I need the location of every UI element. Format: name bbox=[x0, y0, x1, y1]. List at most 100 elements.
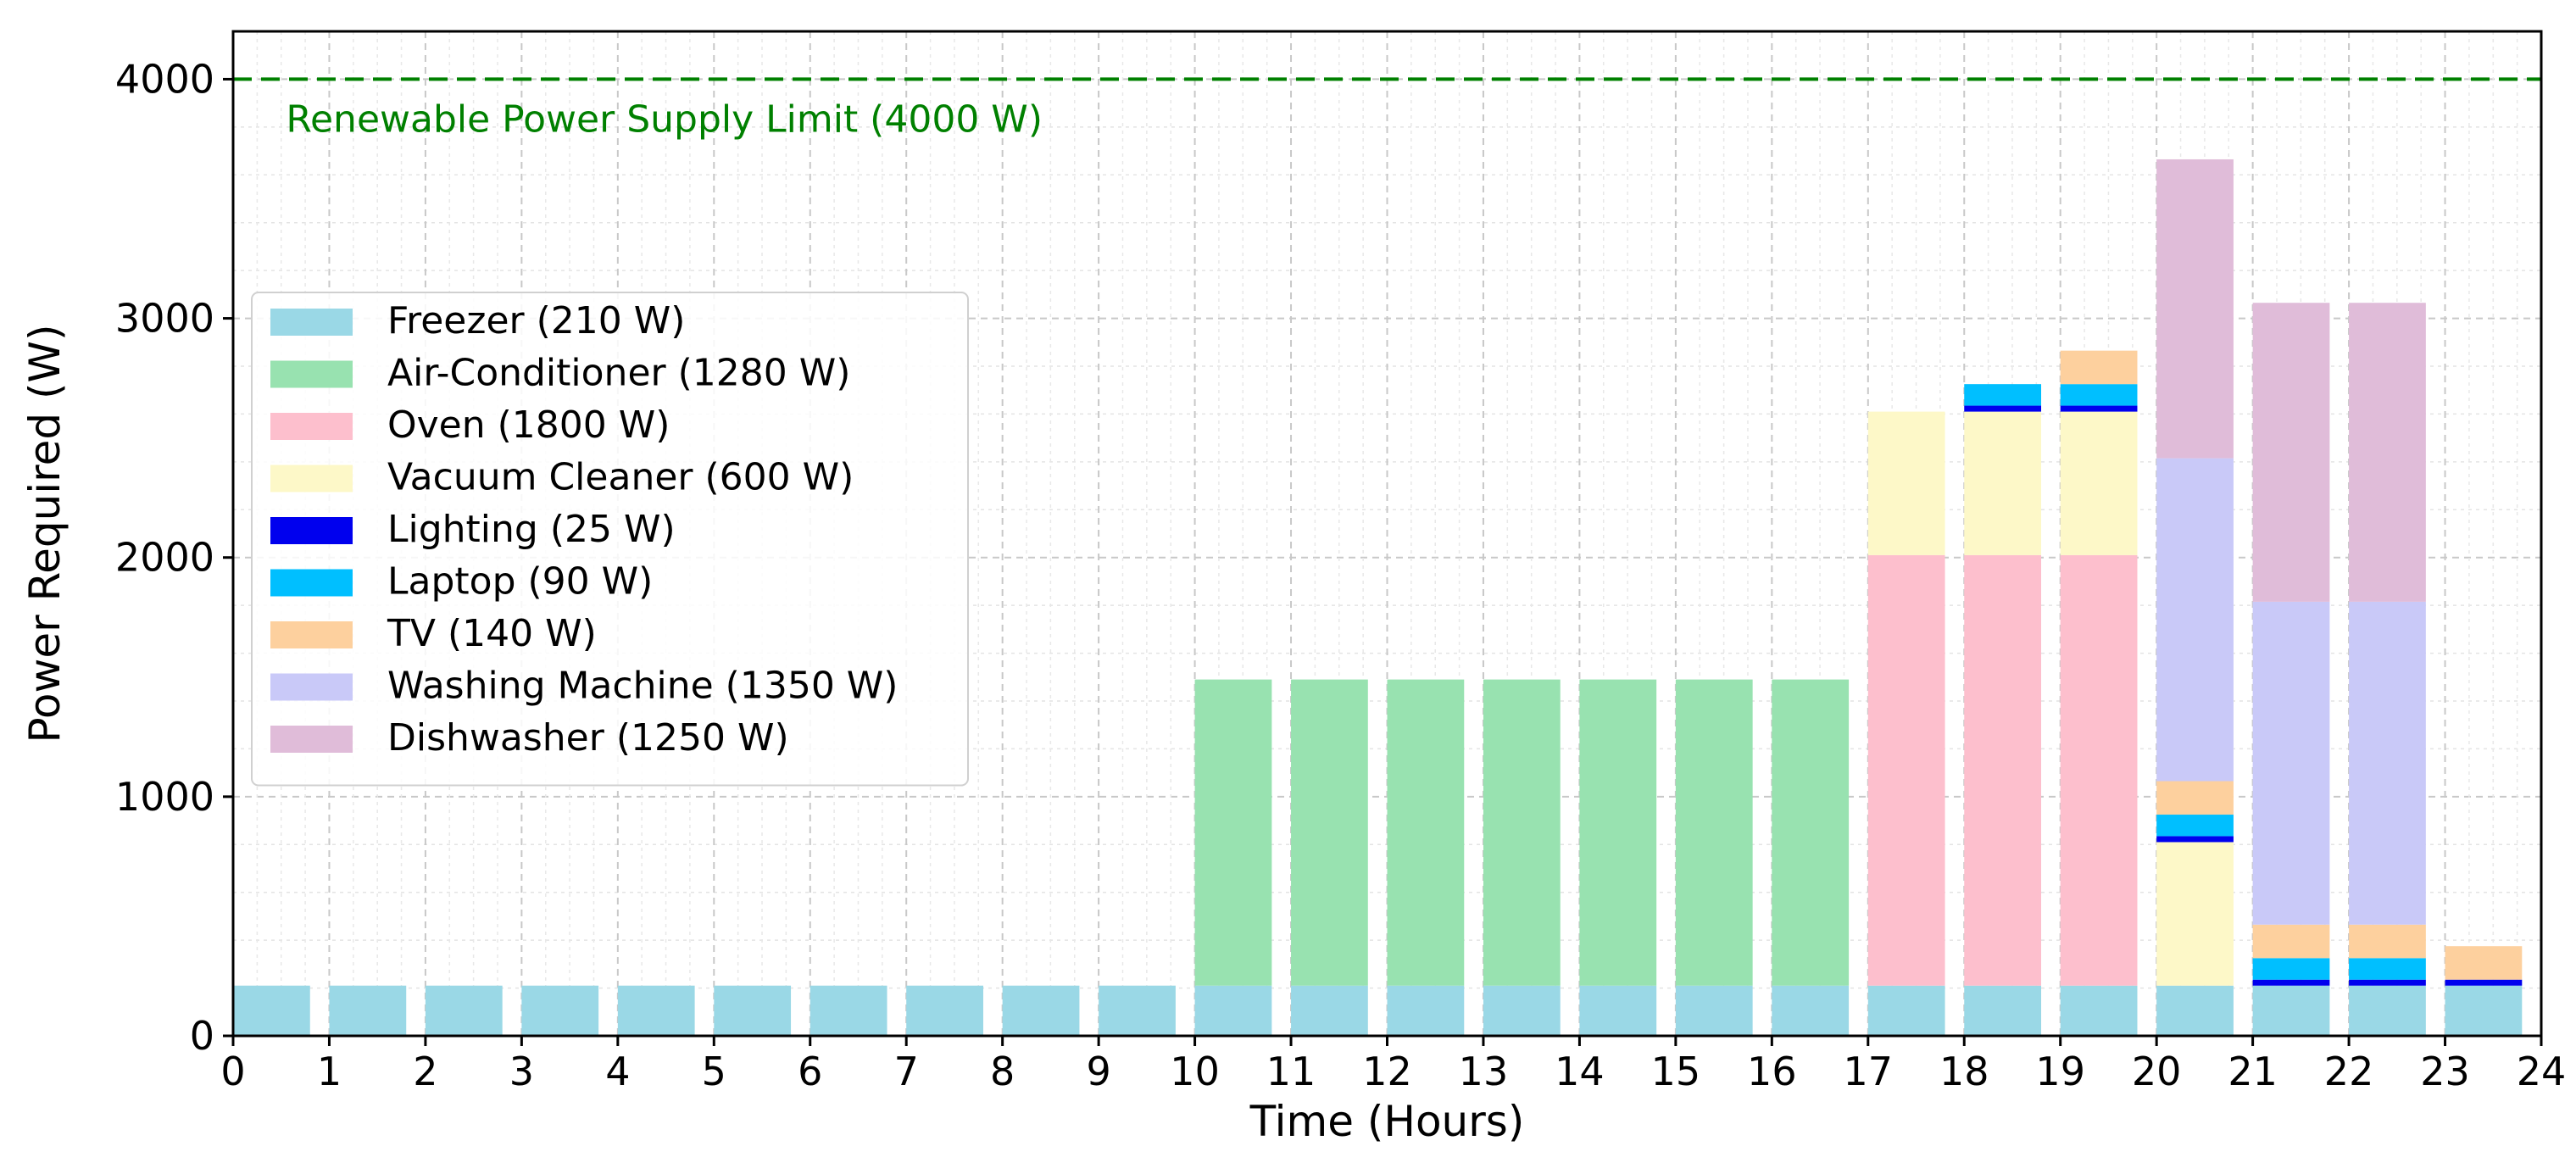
bar-segment bbox=[1291, 985, 1368, 1036]
bar-segment bbox=[906, 985, 983, 1036]
bar-segment bbox=[2349, 924, 2426, 959]
bar-segment bbox=[1772, 985, 1850, 1036]
x-tick-label: 3 bbox=[509, 1049, 534, 1094]
bar-segment bbox=[714, 985, 792, 1036]
x-tick-label: 12 bbox=[1362, 1049, 1412, 1094]
bar-segment bbox=[1483, 985, 1561, 1036]
x-tick-label: 9 bbox=[1086, 1049, 1110, 1094]
bar-segment bbox=[1964, 554, 2042, 986]
bar-segment bbox=[2156, 985, 2234, 1036]
x-axis-label: Time (Hours) bbox=[1249, 1097, 1525, 1146]
legend-swatch bbox=[270, 569, 353, 597]
bar-segment bbox=[2445, 985, 2523, 1036]
x-tick-label: 7 bbox=[894, 1049, 919, 1094]
bar-segment bbox=[233, 985, 310, 1036]
bar-segment bbox=[2349, 979, 2426, 986]
axis-ticks: 0 1 2 3 4 5 6 7 8 9 10 11 12 13 14 15 16 17 18 19 20 21 22 23 24… bbox=[115, 56, 2566, 1094]
bar-segment bbox=[1867, 554, 1945, 986]
legend-label: Dishwasher (1250 W) bbox=[387, 716, 789, 760]
legend: Freezer (210 W) Air-Conditioner (1280 W) O… bbox=[251, 292, 969, 787]
y-tick-label: 1000 bbox=[115, 774, 214, 820]
bar-segment bbox=[2349, 958, 2426, 980]
bar-segment bbox=[1194, 679, 1272, 986]
bar-segment bbox=[1194, 985, 1272, 1036]
bar-segment bbox=[2445, 946, 2523, 980]
bar-segment bbox=[329, 985, 407, 1036]
legend-label: Laptop (90 W) bbox=[387, 560, 653, 604]
x-tick-label: 21 bbox=[2228, 1049, 2278, 1094]
x-tick-label: 18 bbox=[1939, 1049, 1989, 1094]
x-tick-label: 11 bbox=[1266, 1049, 1316, 1094]
legend-swatch bbox=[270, 726, 353, 753]
bar-segment bbox=[2060, 985, 2138, 1036]
bar-segment bbox=[1772, 679, 1850, 986]
limit-annotation: Renewable Power Supply Limit (4000 W) bbox=[233, 77, 2541, 141]
bar-segment bbox=[1964, 384, 2042, 406]
bar-segment bbox=[1002, 985, 1080, 1036]
x-tick-label: 19 bbox=[2035, 1049, 2085, 1094]
x-tick-label: 8 bbox=[990, 1049, 1015, 1094]
legend-swatch bbox=[270, 465, 353, 492]
legend-label: Oven (1800 W) bbox=[387, 403, 670, 447]
x-tick-label: 16 bbox=[1747, 1049, 1797, 1094]
bar-segment bbox=[1099, 985, 1176, 1036]
x-tick-label: 23 bbox=[2420, 1049, 2470, 1094]
bar-segment bbox=[425, 985, 503, 1036]
legend-label: Freezer (210 W) bbox=[387, 299, 685, 342]
x-tick-label: 1 bbox=[317, 1049, 342, 1094]
bar-segment bbox=[2156, 458, 2234, 782]
legend-swatch bbox=[270, 621, 353, 648]
y-axis-label: Power Required (W) bbox=[20, 325, 70, 743]
x-tick-label: 2 bbox=[413, 1049, 437, 1094]
x-tick-label: 22 bbox=[2324, 1049, 2374, 1094]
legend-swatch bbox=[270, 517, 353, 544]
legend-swatch bbox=[270, 309, 353, 336]
bar-segment bbox=[2156, 842, 2234, 986]
legend-swatch bbox=[270, 360, 353, 388]
x-tick-label: 24 bbox=[2517, 1049, 2567, 1094]
legend-box bbox=[251, 292, 969, 787]
bar-segment bbox=[2156, 815, 2234, 837]
bars bbox=[233, 159, 2523, 1036]
bar-segment bbox=[810, 985, 887, 1036]
bar-segment bbox=[2349, 303, 2426, 602]
bar-segment bbox=[521, 985, 599, 1036]
bar-segment bbox=[2060, 405, 2138, 412]
legend-label: Lighting (25 W) bbox=[387, 508, 676, 551]
legend-swatch bbox=[270, 413, 353, 440]
bar-segment bbox=[2156, 159, 2234, 459]
x-tick-label: 10 bbox=[1170, 1049, 1220, 1094]
bar-segment bbox=[617, 985, 695, 1036]
bar-segment bbox=[2060, 350, 2138, 385]
bar-segment bbox=[2252, 924, 2330, 959]
x-tick-label: 5 bbox=[702, 1049, 726, 1094]
legend-label: Vacuum Cleaner (600 W) bbox=[387, 456, 854, 499]
bar-segment bbox=[2060, 384, 2138, 406]
bar-segment bbox=[2252, 601, 2330, 925]
bar-segment bbox=[1675, 985, 1753, 1036]
bar-segment bbox=[2060, 411, 2138, 555]
bar-segment bbox=[2349, 985, 2426, 1036]
legend-label: Washing Machine (1350 W) bbox=[387, 665, 898, 708]
bar-segment bbox=[1483, 679, 1561, 986]
bar-segment bbox=[1964, 985, 2042, 1036]
bar-segment bbox=[2349, 601, 2426, 925]
x-tick-label: 13 bbox=[1459, 1049, 1509, 1094]
y-tick-label: 3000 bbox=[115, 296, 214, 342]
x-tick-label: 14 bbox=[1555, 1049, 1605, 1094]
bar-segment bbox=[1579, 679, 1657, 986]
bar-segment bbox=[1964, 405, 2042, 412]
bar-segment bbox=[1291, 679, 1368, 986]
x-tick-label: 15 bbox=[1651, 1049, 1701, 1094]
y-tick-label: 2000 bbox=[115, 535, 214, 581]
bar-segment bbox=[2252, 979, 2330, 986]
legend-swatch bbox=[270, 673, 353, 701]
bar-segment bbox=[1867, 411, 1945, 555]
bar-segment bbox=[2252, 985, 2330, 1036]
bar-segment bbox=[1867, 985, 1945, 1036]
bar-segment bbox=[2060, 554, 2138, 986]
y-tick-label: 0 bbox=[190, 1013, 214, 1059]
bar-segment bbox=[1579, 985, 1657, 1036]
y-tick-label: 4000 bbox=[115, 56, 214, 102]
